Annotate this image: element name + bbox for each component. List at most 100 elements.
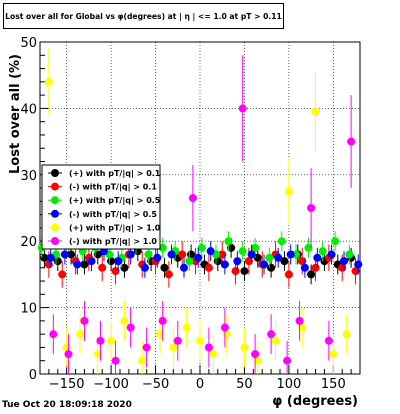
data-point <box>345 250 354 259</box>
data-point <box>307 270 316 279</box>
data-point <box>247 250 256 259</box>
data-marks <box>37 48 363 374</box>
data-point <box>185 257 194 266</box>
data-point <box>220 323 229 332</box>
y-tick-label: 30 <box>20 169 37 184</box>
data-point <box>173 336 182 345</box>
data-point <box>209 350 218 359</box>
data-point <box>251 243 260 252</box>
data-point <box>267 330 276 339</box>
series-4 <box>44 48 351 374</box>
data-point <box>331 237 340 246</box>
legend-marker <box>51 182 59 191</box>
legend-label: (-) with pT/|q| > 0.1 <box>69 183 157 192</box>
x-tick-label: 100 <box>276 377 301 392</box>
data-point <box>238 104 247 113</box>
data-point <box>329 350 338 359</box>
data-point <box>253 356 262 365</box>
series-3 <box>46 241 363 278</box>
data-point <box>182 323 191 332</box>
data-point <box>180 263 188 272</box>
data-point <box>93 250 102 259</box>
data-point <box>158 316 167 325</box>
data-point <box>313 253 322 262</box>
data-point <box>178 250 187 259</box>
data-point <box>260 260 268 269</box>
y-tick-label: 40 <box>20 102 37 117</box>
data-point <box>280 257 289 266</box>
data-point <box>307 204 316 212</box>
legend-label: (-) with pT/|q| > 1.0 <box>69 237 157 246</box>
chart-title-box: Lost over all for Global vs φ(degrees) a… <box>3 3 284 29</box>
data-point <box>49 330 58 339</box>
data-point <box>58 270 67 279</box>
data-point <box>76 330 84 339</box>
data-point <box>167 250 176 259</box>
data-point <box>98 263 107 272</box>
data-point <box>160 263 169 272</box>
data-point <box>153 253 162 262</box>
data-point <box>60 250 69 259</box>
data-point <box>283 356 292 365</box>
legend-marker <box>51 237 59 245</box>
data-point <box>188 194 197 203</box>
data-point <box>156 330 164 339</box>
data-point <box>204 263 213 272</box>
legend-marker <box>51 196 59 205</box>
data-point <box>169 343 178 352</box>
data-point <box>197 243 206 252</box>
data-point <box>238 247 247 256</box>
data-point <box>40 253 49 262</box>
data-point <box>142 343 151 352</box>
series-0 <box>40 237 356 285</box>
data-point <box>231 267 240 276</box>
y-tick-label: 10 <box>20 302 37 317</box>
y-tick-label: 20 <box>20 235 37 250</box>
data-point <box>324 336 333 345</box>
data-point <box>144 250 153 259</box>
data-point <box>284 187 293 196</box>
data-point <box>284 270 293 279</box>
data-point <box>111 356 120 365</box>
data-point <box>304 243 313 252</box>
y-tick-label: 50 <box>20 36 37 51</box>
data-point <box>342 330 351 339</box>
legend-label: (+) with pT/|q| > 1.0 <box>69 223 161 232</box>
data-point <box>120 316 129 325</box>
data-point <box>206 247 215 256</box>
data-point <box>286 250 295 259</box>
data-point <box>240 267 249 276</box>
data-point <box>64 350 73 359</box>
legend-label: (+) with pT/|q| > 0.5 <box>69 196 161 205</box>
data-point <box>340 257 348 266</box>
data-point <box>140 263 149 272</box>
data-point <box>67 250 76 259</box>
data-point <box>87 257 96 266</box>
legend-box <box>41 164 161 250</box>
data-point <box>351 267 360 276</box>
data-point <box>327 250 336 259</box>
data-point <box>138 356 147 365</box>
x-tick-label: −100 <box>93 377 129 392</box>
grid <box>40 42 360 374</box>
data-point <box>311 263 320 272</box>
timestamp: Tue Oct 20 18:09:18 2020 <box>2 400 132 410</box>
y-axis-label: Lost over all (%) <box>8 54 23 174</box>
data-point <box>224 237 233 246</box>
data-point <box>253 253 262 262</box>
data-point <box>295 316 304 325</box>
data-point <box>298 323 307 332</box>
data-point <box>274 253 283 262</box>
data-point <box>227 243 236 252</box>
data-point <box>44 77 53 86</box>
data-point <box>194 253 203 262</box>
data-point <box>265 253 274 262</box>
data-point <box>120 263 129 272</box>
data-point <box>318 247 327 256</box>
axes: −150 −100 −50 0 50 100 150 0 10 20 30 40 50 <box>20 36 361 392</box>
data-point <box>347 137 356 146</box>
legend-marker <box>51 223 59 232</box>
x-axis-label: φ (degrees) <box>272 394 358 409</box>
data-point <box>267 263 276 272</box>
